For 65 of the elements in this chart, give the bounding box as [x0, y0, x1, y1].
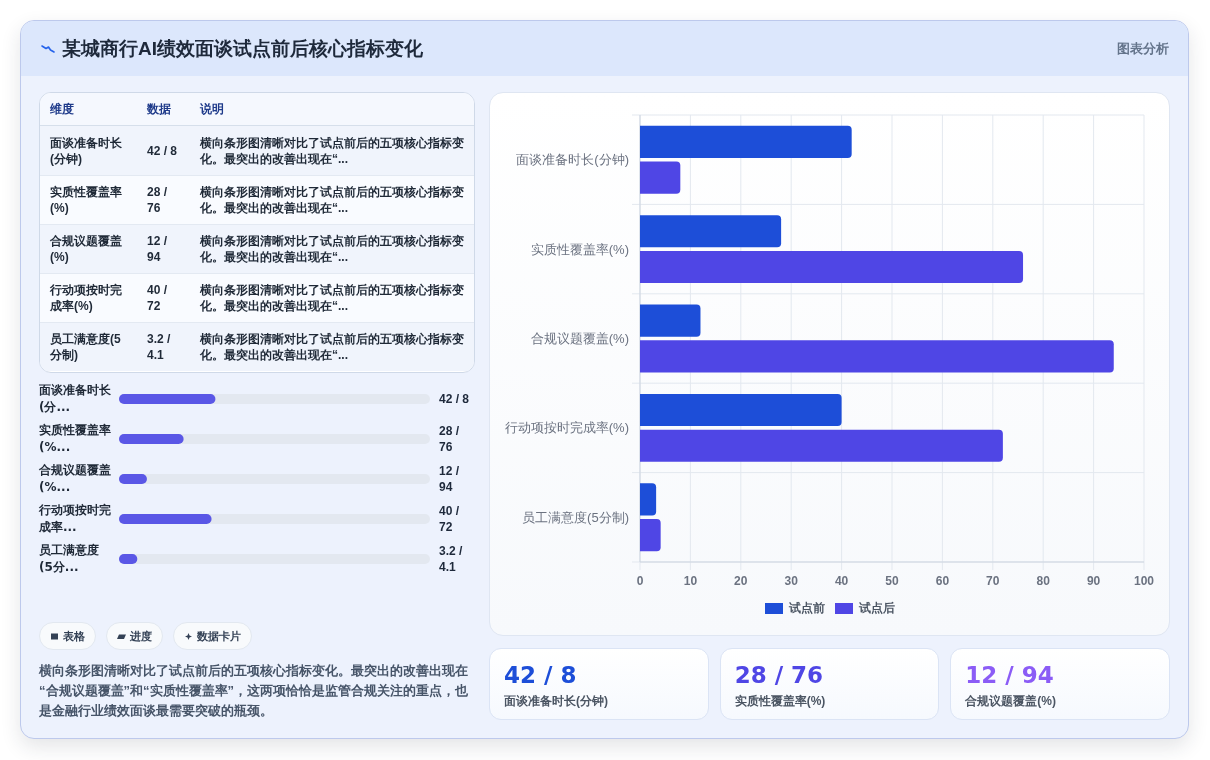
bar: [640, 250, 1024, 284]
text: 28 / 76: [734, 662, 824, 688]
category-label: 合规议题覆盖(%): [965, 693, 1057, 709]
x-tick-label: 30: [784, 574, 799, 588]
bar: [640, 340, 1114, 373]
x-tick-label: 0: [636, 574, 644, 588]
text: 12 / 94: [439, 463, 460, 495]
x-tick-label: 70: [986, 574, 1000, 588]
y-tick-label: 面谈准备时长(分钟): [516, 152, 629, 168]
bar: [640, 429, 1003, 462]
text: 图表分析: [1117, 40, 1169, 58]
bar: [640, 304, 701, 337]
text: 进度: [130, 628, 152, 644]
y-tick-label: 实质性覆盖率(%...: [39, 422, 112, 456]
x-tick-label: 80: [1036, 574, 1051, 588]
text: 表格: [63, 628, 85, 644]
text: 40 / 72: [439, 503, 460, 535]
text: 28 / 76: [147, 185, 168, 215]
x-tick-label: 100: [1133, 574, 1155, 588]
text: 数据卡片: [197, 628, 241, 644]
bar: [640, 483, 657, 516]
text: 40 / 72: [147, 283, 168, 313]
y-tick-label: 面谈准备时长(分...: [39, 382, 112, 416]
x-tick-label: 40: [834, 574, 849, 588]
text: 横向条形图清晰对比了试点前后的五项核心指标变化。最突出的改善出现在“合规议题覆盖”和“实质性覆盖率”，这两项恰恰是监管合规关注的重点，也是金融行业绩效面谈最需要突破的瓶颈。: [39, 662, 469, 720]
y-tick-label: 合规议题覆盖(%): [530, 331, 629, 346]
bar: [640, 215, 782, 248]
text: 横向条形图清晰对比了试点前后的五项核心指标变化。最突出的改善出现在“...: [200, 233, 465, 265]
legend-label: 试点前: [788, 601, 825, 615]
bar: [119, 474, 147, 484]
category-label: 实质性覆盖率(%): [734, 693, 826, 709]
x-tick-label: 20: [734, 574, 748, 588]
y-tick-label: 员工满意度(5分...: [39, 542, 100, 576]
y-tick-label: 行动项按时完成率...: [39, 502, 112, 536]
text: 28 / 76: [439, 423, 460, 455]
text: 说明: [200, 101, 225, 117]
text: 横向条形图清晰对比了试点前后的五项核心指标变化。最突出的改善出现在“...: [200, 331, 465, 363]
text: 横向条形图清晰对比了试点前后的五项核心指标变化。最突出的改善出现在“...: [200, 184, 465, 216]
x-tick-label: 50: [885, 574, 899, 588]
bar: [119, 434, 184, 444]
text: 横向条形图清晰对比了试点前后的五项核心指标变化。最突出的改善出现在“...: [200, 134, 465, 167]
bar: [640, 519, 661, 552]
x-tick-label: 10: [683, 574, 698, 588]
y-tick-label: 合规议题覆盖(%...: [39, 462, 112, 496]
text: 数据: [147, 101, 172, 117]
x-tick-label: 90: [1086, 574, 1101, 588]
text: 42 / 8: [147, 143, 178, 158]
bar: [640, 161, 681, 194]
text: 42 / 8: [439, 391, 471, 407]
text: 维度: [50, 101, 75, 117]
bar: [640, 393, 842, 427]
x-tick-label: 60: [935, 574, 950, 588]
bar: [640, 125, 852, 158]
y-tick-label: 员工满意度(5分制): [522, 509, 629, 525]
text: 3.2 / 4.1: [439, 543, 464, 575]
category-label: 面谈准备时长(分钟): [504, 693, 608, 709]
y-tick-label: 实质性覆盖率(%): [530, 241, 629, 257]
text: 42 / 8: [504, 662, 577, 688]
text: 某城商行AI绩效面谈试点前后核心指标变化: [62, 37, 423, 61]
text: 12 / 94: [147, 234, 168, 264]
legend-label: 试点后: [858, 601, 895, 615]
text: 横向条形图清晰对比了试点前后的五项核心指标变化。最突出的改善出现在“...: [200, 282, 465, 314]
y-tick-label: 行动项按时完成率(%): [504, 420, 629, 436]
text: 12 / 94: [965, 662, 1054, 688]
text: 3.2 / 4.1: [147, 332, 171, 362]
